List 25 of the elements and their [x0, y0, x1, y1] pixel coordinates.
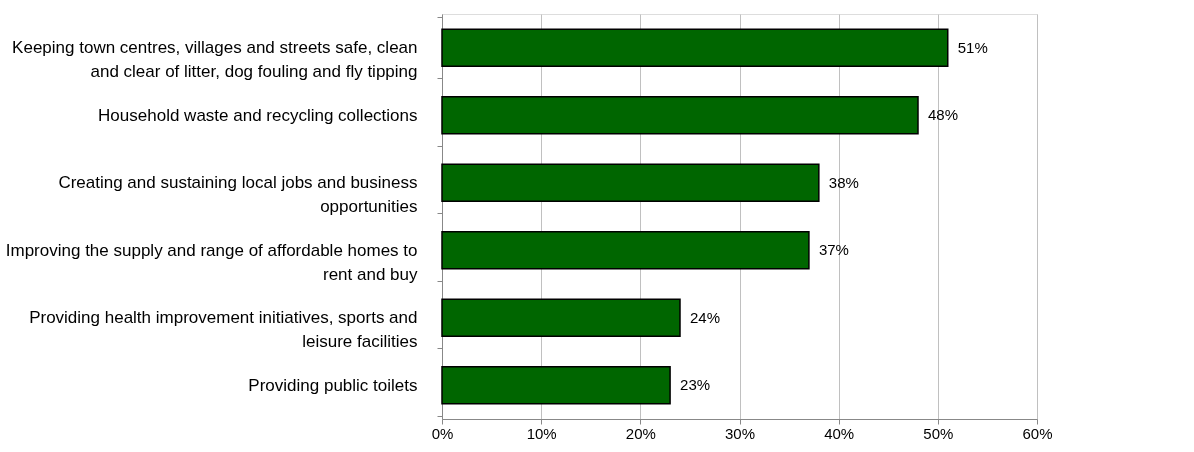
data-label: 38%	[828, 173, 859, 191]
data-label: 24%	[690, 308, 721, 326]
y-tick-label: Providing public toilets	[248, 375, 418, 395]
data-label: 48%	[928, 106, 959, 124]
bar	[441, 96, 919, 135]
bar	[441, 366, 671, 405]
bar	[441, 28, 949, 67]
x-tick-label: 60%	[1022, 424, 1053, 442]
y-tick-label: Providing health improvement initiatives, sports and leisure facilities	[29, 308, 418, 352]
y-tick-label: Household waste and recycling collections	[98, 105, 418, 125]
y-tick-label: Keeping town centres, villages and streets safe, clean and clear of litter, dog fouling and fly tipping	[12, 38, 418, 82]
x-tick-label: 20%	[625, 424, 656, 442]
data-label: 51%	[957, 38, 988, 56]
y-tick-label: Creating and sustaining local jobs and business opportunities	[58, 173, 418, 217]
data-label: 23%	[680, 376, 711, 394]
y-tick-label: Improving the supply and range of affordable homes to rent and buy	[5, 240, 418, 284]
bar	[441, 163, 820, 202]
data-label: 37%	[818, 241, 849, 259]
x-tick-label: 50%	[923, 424, 954, 442]
x-tick-label: 40%	[824, 424, 855, 442]
bar	[441, 231, 810, 270]
x-tick-label: 0%	[431, 424, 454, 442]
x-tick-label: 10%	[526, 424, 557, 442]
x-tick-label: 30%	[724, 424, 756, 442]
bar	[441, 298, 681, 337]
